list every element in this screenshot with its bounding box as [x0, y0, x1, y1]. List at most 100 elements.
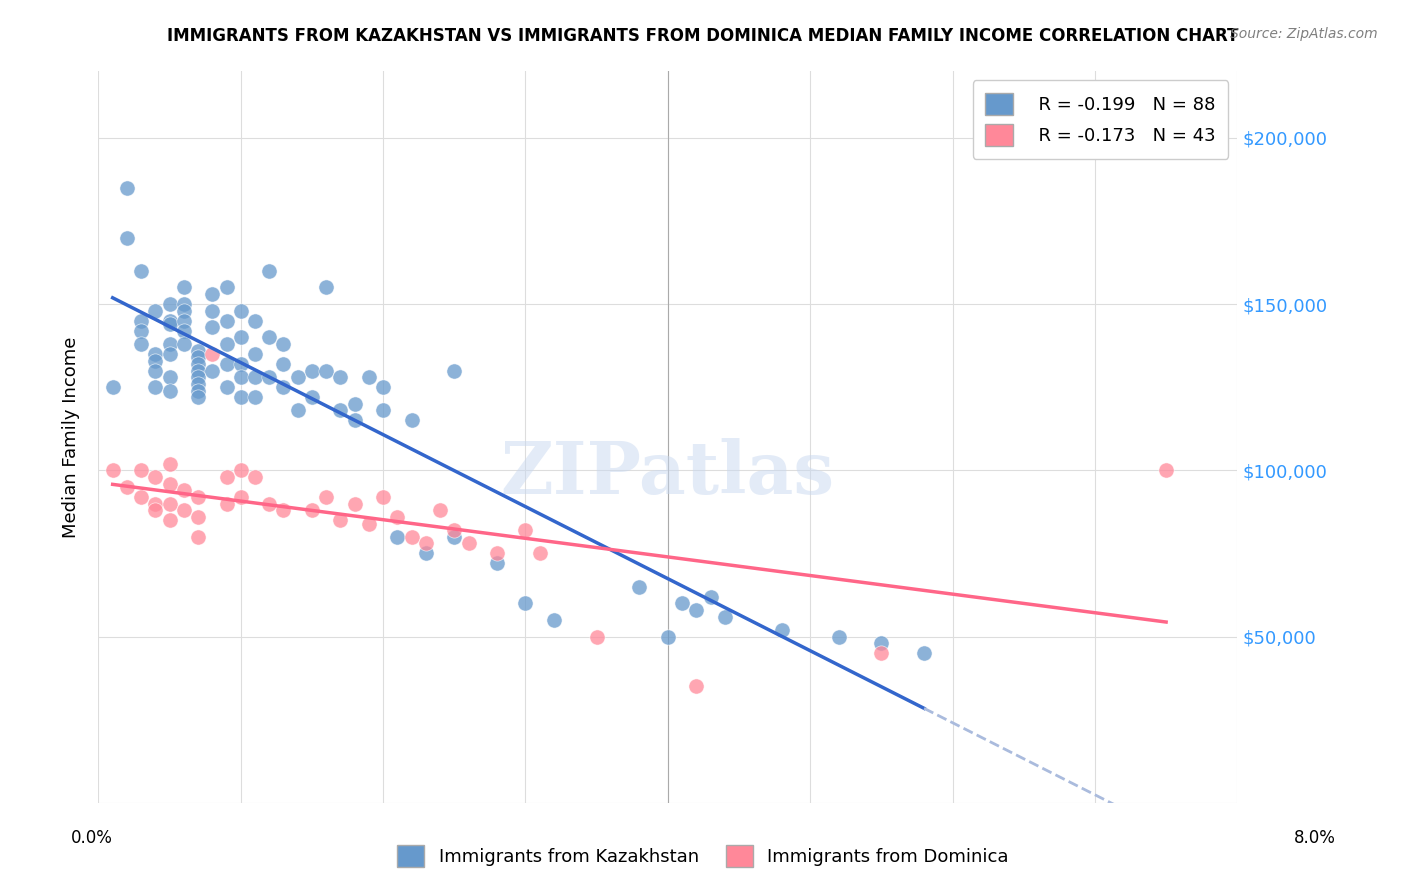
Point — [173, 280, 195, 294]
Point — [173, 503, 195, 517]
Point — [357, 370, 380, 384]
Text: 8.0%: 8.0% — [1294, 829, 1336, 847]
Point — [371, 380, 394, 394]
Point — [343, 413, 366, 427]
Point — [187, 370, 209, 384]
Point — [714, 609, 737, 624]
Point — [315, 363, 337, 377]
Legend: Immigrants from Kazakhstan, Immigrants from Dominica: Immigrants from Kazakhstan, Immigrants f… — [389, 838, 1017, 874]
Point — [628, 580, 651, 594]
Point — [443, 530, 465, 544]
Point — [173, 324, 195, 338]
Point — [173, 303, 195, 318]
Point — [229, 390, 252, 404]
Point — [129, 463, 152, 477]
Point — [357, 516, 380, 531]
Point — [129, 490, 152, 504]
Point — [371, 403, 394, 417]
Text: ZIPatlas: ZIPatlas — [501, 438, 835, 509]
Point — [229, 490, 252, 504]
Point — [301, 390, 323, 404]
Point — [187, 390, 209, 404]
Point — [401, 530, 423, 544]
Point — [273, 380, 295, 394]
Point — [329, 370, 352, 384]
Point — [159, 497, 181, 511]
Point — [159, 347, 181, 361]
Point — [201, 347, 224, 361]
Point — [343, 497, 366, 511]
Point — [229, 303, 252, 318]
Point — [329, 403, 352, 417]
Point — [173, 297, 195, 311]
Point — [243, 390, 266, 404]
Point — [187, 357, 209, 371]
Point — [115, 480, 138, 494]
Point — [159, 314, 181, 328]
Point — [187, 343, 209, 358]
Point — [215, 337, 238, 351]
Point — [387, 530, 409, 544]
Point — [215, 314, 238, 328]
Point — [215, 497, 238, 511]
Point — [187, 384, 209, 398]
Point — [145, 503, 167, 517]
Point — [301, 363, 323, 377]
Point — [229, 463, 252, 477]
Y-axis label: Median Family Income: Median Family Income — [62, 336, 80, 538]
Point — [515, 523, 537, 537]
Point — [401, 413, 423, 427]
Point — [145, 363, 167, 377]
Point — [486, 557, 509, 571]
Point — [912, 646, 935, 660]
Text: 0.0%: 0.0% — [70, 829, 112, 847]
Point — [145, 303, 167, 318]
Point — [145, 470, 167, 484]
Point — [585, 630, 607, 644]
Point — [329, 513, 352, 527]
Point — [259, 497, 281, 511]
Point — [429, 503, 451, 517]
Point — [229, 370, 252, 384]
Point — [201, 320, 224, 334]
Point — [457, 536, 479, 550]
Point — [129, 324, 152, 338]
Point — [243, 370, 266, 384]
Point — [159, 384, 181, 398]
Point — [187, 376, 209, 391]
Point — [187, 363, 209, 377]
Point — [529, 546, 551, 560]
Point — [201, 303, 224, 318]
Point — [145, 347, 167, 361]
Point — [159, 457, 181, 471]
Point — [287, 370, 309, 384]
Point — [685, 680, 707, 694]
Point — [187, 351, 209, 365]
Point — [415, 536, 437, 550]
Point — [486, 546, 509, 560]
Point — [371, 490, 394, 504]
Point — [315, 280, 337, 294]
Point — [129, 264, 152, 278]
Point — [699, 590, 721, 604]
Point — [215, 280, 238, 294]
Point — [287, 403, 309, 417]
Point — [201, 363, 224, 377]
Text: Source: ZipAtlas.com: Source: ZipAtlas.com — [1230, 27, 1378, 41]
Point — [187, 509, 209, 524]
Point — [870, 636, 893, 650]
Point — [657, 630, 679, 644]
Point — [243, 314, 266, 328]
Point — [259, 330, 281, 344]
Point — [259, 264, 281, 278]
Point — [215, 357, 238, 371]
Point — [159, 317, 181, 331]
Point — [129, 337, 152, 351]
Point — [343, 397, 366, 411]
Point — [273, 503, 295, 517]
Point — [129, 314, 152, 328]
Point — [115, 230, 138, 244]
Legend:   R = -0.199   N = 88,   R = -0.173   N = 43: R = -0.199 N = 88, R = -0.173 N = 43 — [973, 80, 1229, 159]
Point — [215, 380, 238, 394]
Point — [828, 630, 851, 644]
